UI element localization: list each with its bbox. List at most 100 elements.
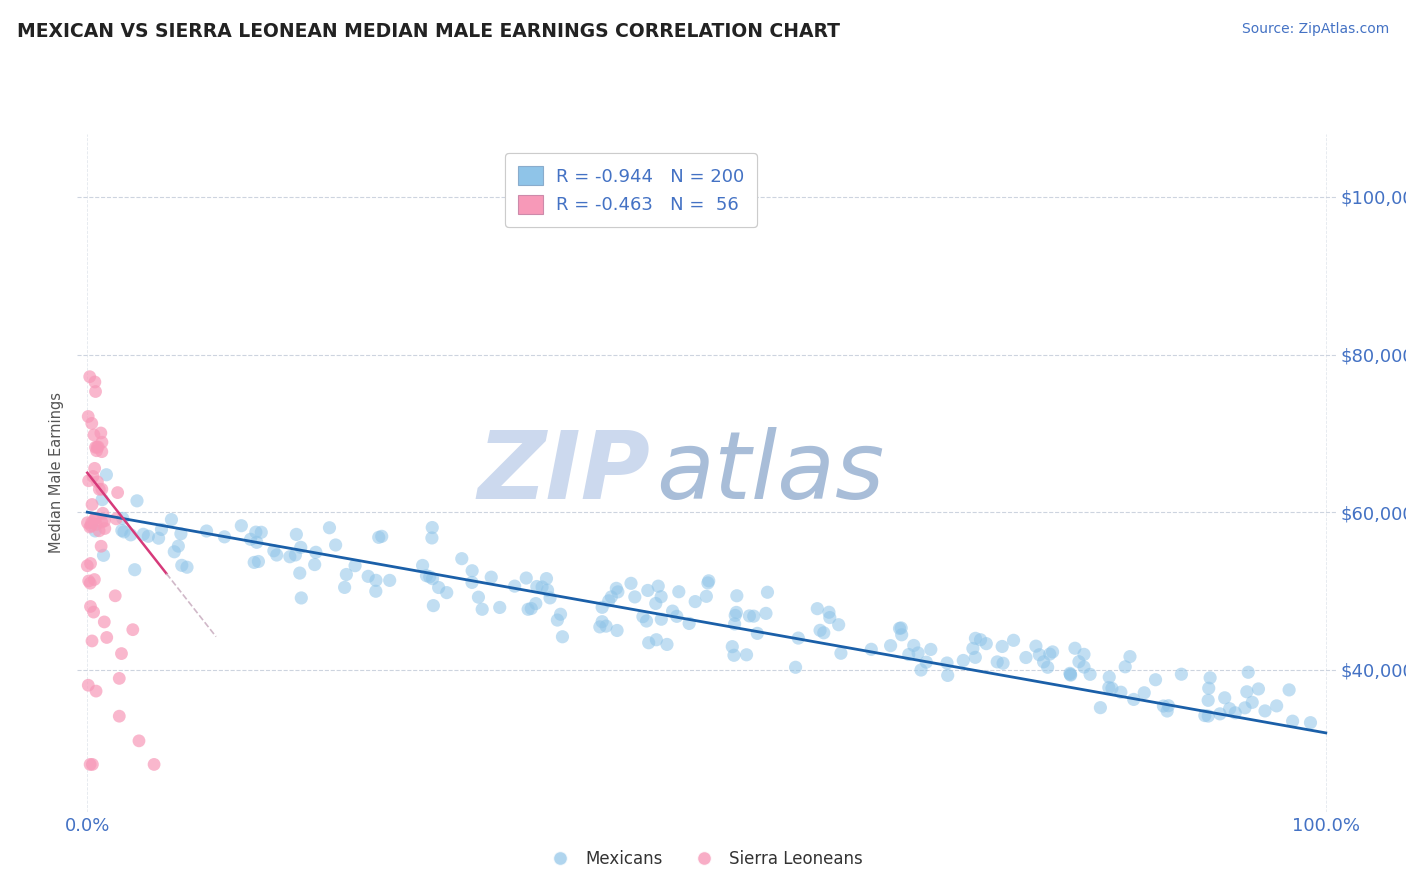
Point <box>1299 715 1322 730</box>
Point <box>1213 690 1236 705</box>
Text: atlas: atlas <box>657 427 884 518</box>
Point <box>94 521 117 535</box>
Point <box>1032 655 1054 669</box>
Point <box>436 585 458 599</box>
Point <box>170 526 193 541</box>
Point <box>80 417 103 431</box>
Point <box>1144 673 1167 687</box>
Point <box>986 655 1008 669</box>
Point <box>1098 681 1121 695</box>
Point <box>1015 650 1038 665</box>
Point <box>284 548 307 562</box>
Point <box>624 590 647 604</box>
Point <box>86 475 108 489</box>
Point <box>637 636 659 650</box>
Point <box>364 574 387 588</box>
Point <box>84 511 107 525</box>
Point <box>488 600 510 615</box>
Point <box>606 585 628 599</box>
Point <box>89 483 111 497</box>
Point <box>526 580 548 594</box>
Point <box>83 375 105 389</box>
Point <box>813 625 835 640</box>
Point <box>124 563 146 577</box>
Point <box>83 512 105 526</box>
Point <box>163 545 186 559</box>
Point <box>247 554 270 568</box>
Point <box>111 524 134 538</box>
Point <box>76 558 98 573</box>
Point <box>520 601 543 615</box>
Point <box>412 558 434 573</box>
Point <box>111 511 134 525</box>
Point <box>1197 709 1219 723</box>
Point <box>818 610 841 624</box>
Point <box>91 506 114 520</box>
Point <box>536 572 558 586</box>
Point <box>80 634 103 648</box>
Point <box>725 606 748 620</box>
Point <box>668 584 690 599</box>
Point <box>755 607 778 621</box>
Point <box>80 516 103 530</box>
Point <box>787 631 810 645</box>
Point <box>108 672 131 686</box>
Point <box>806 601 828 615</box>
Point <box>77 474 100 488</box>
Point <box>631 609 654 624</box>
Point <box>167 539 190 553</box>
Point <box>83 428 105 442</box>
Point <box>936 668 959 682</box>
Point <box>76 516 98 530</box>
Point <box>1098 670 1121 684</box>
Point <box>112 524 135 539</box>
Point <box>77 574 100 588</box>
Point <box>461 564 484 578</box>
Point <box>77 678 100 692</box>
Point <box>1254 704 1277 718</box>
Point <box>83 461 105 475</box>
Legend: Mexicans, Sierra Leoneans: Mexicans, Sierra Leoneans <box>537 844 869 875</box>
Point <box>903 639 925 653</box>
Point <box>890 628 912 642</box>
Point <box>87 440 110 454</box>
Point <box>278 549 301 564</box>
Point <box>79 557 101 571</box>
Point <box>246 535 269 549</box>
Point <box>325 538 347 552</box>
Point <box>683 594 706 608</box>
Point <box>1198 681 1220 696</box>
Point <box>93 615 115 629</box>
Text: MEXICAN VS SIERRA LEONEAN MEDIAN MALE EARNINGS CORRELATION CHART: MEXICAN VS SIERRA LEONEAN MEDIAN MALE EA… <box>17 22 839 41</box>
Point <box>87 524 110 538</box>
Point <box>104 589 127 603</box>
Point <box>1194 708 1216 723</box>
Point <box>965 632 987 646</box>
Point <box>90 482 112 496</box>
Point <box>250 525 273 540</box>
Point <box>503 579 526 593</box>
Point <box>82 757 104 772</box>
Point <box>136 529 159 543</box>
Point <box>243 556 266 570</box>
Point <box>82 469 104 483</box>
Point <box>696 576 718 591</box>
Point <box>860 642 883 657</box>
Point <box>952 653 974 667</box>
Point <box>665 609 688 624</box>
Point <box>84 440 107 454</box>
Point <box>288 566 311 580</box>
Point <box>1101 681 1123 696</box>
Point <box>808 624 831 638</box>
Point <box>120 528 142 542</box>
Point <box>742 609 765 624</box>
Point <box>1219 702 1241 716</box>
Point <box>1078 667 1101 681</box>
Point <box>84 384 107 399</box>
Point <box>121 623 143 637</box>
Point <box>723 616 745 631</box>
Point <box>239 533 262 547</box>
Point <box>1265 698 1288 713</box>
Point <box>969 632 991 647</box>
Point <box>1236 685 1258 699</box>
